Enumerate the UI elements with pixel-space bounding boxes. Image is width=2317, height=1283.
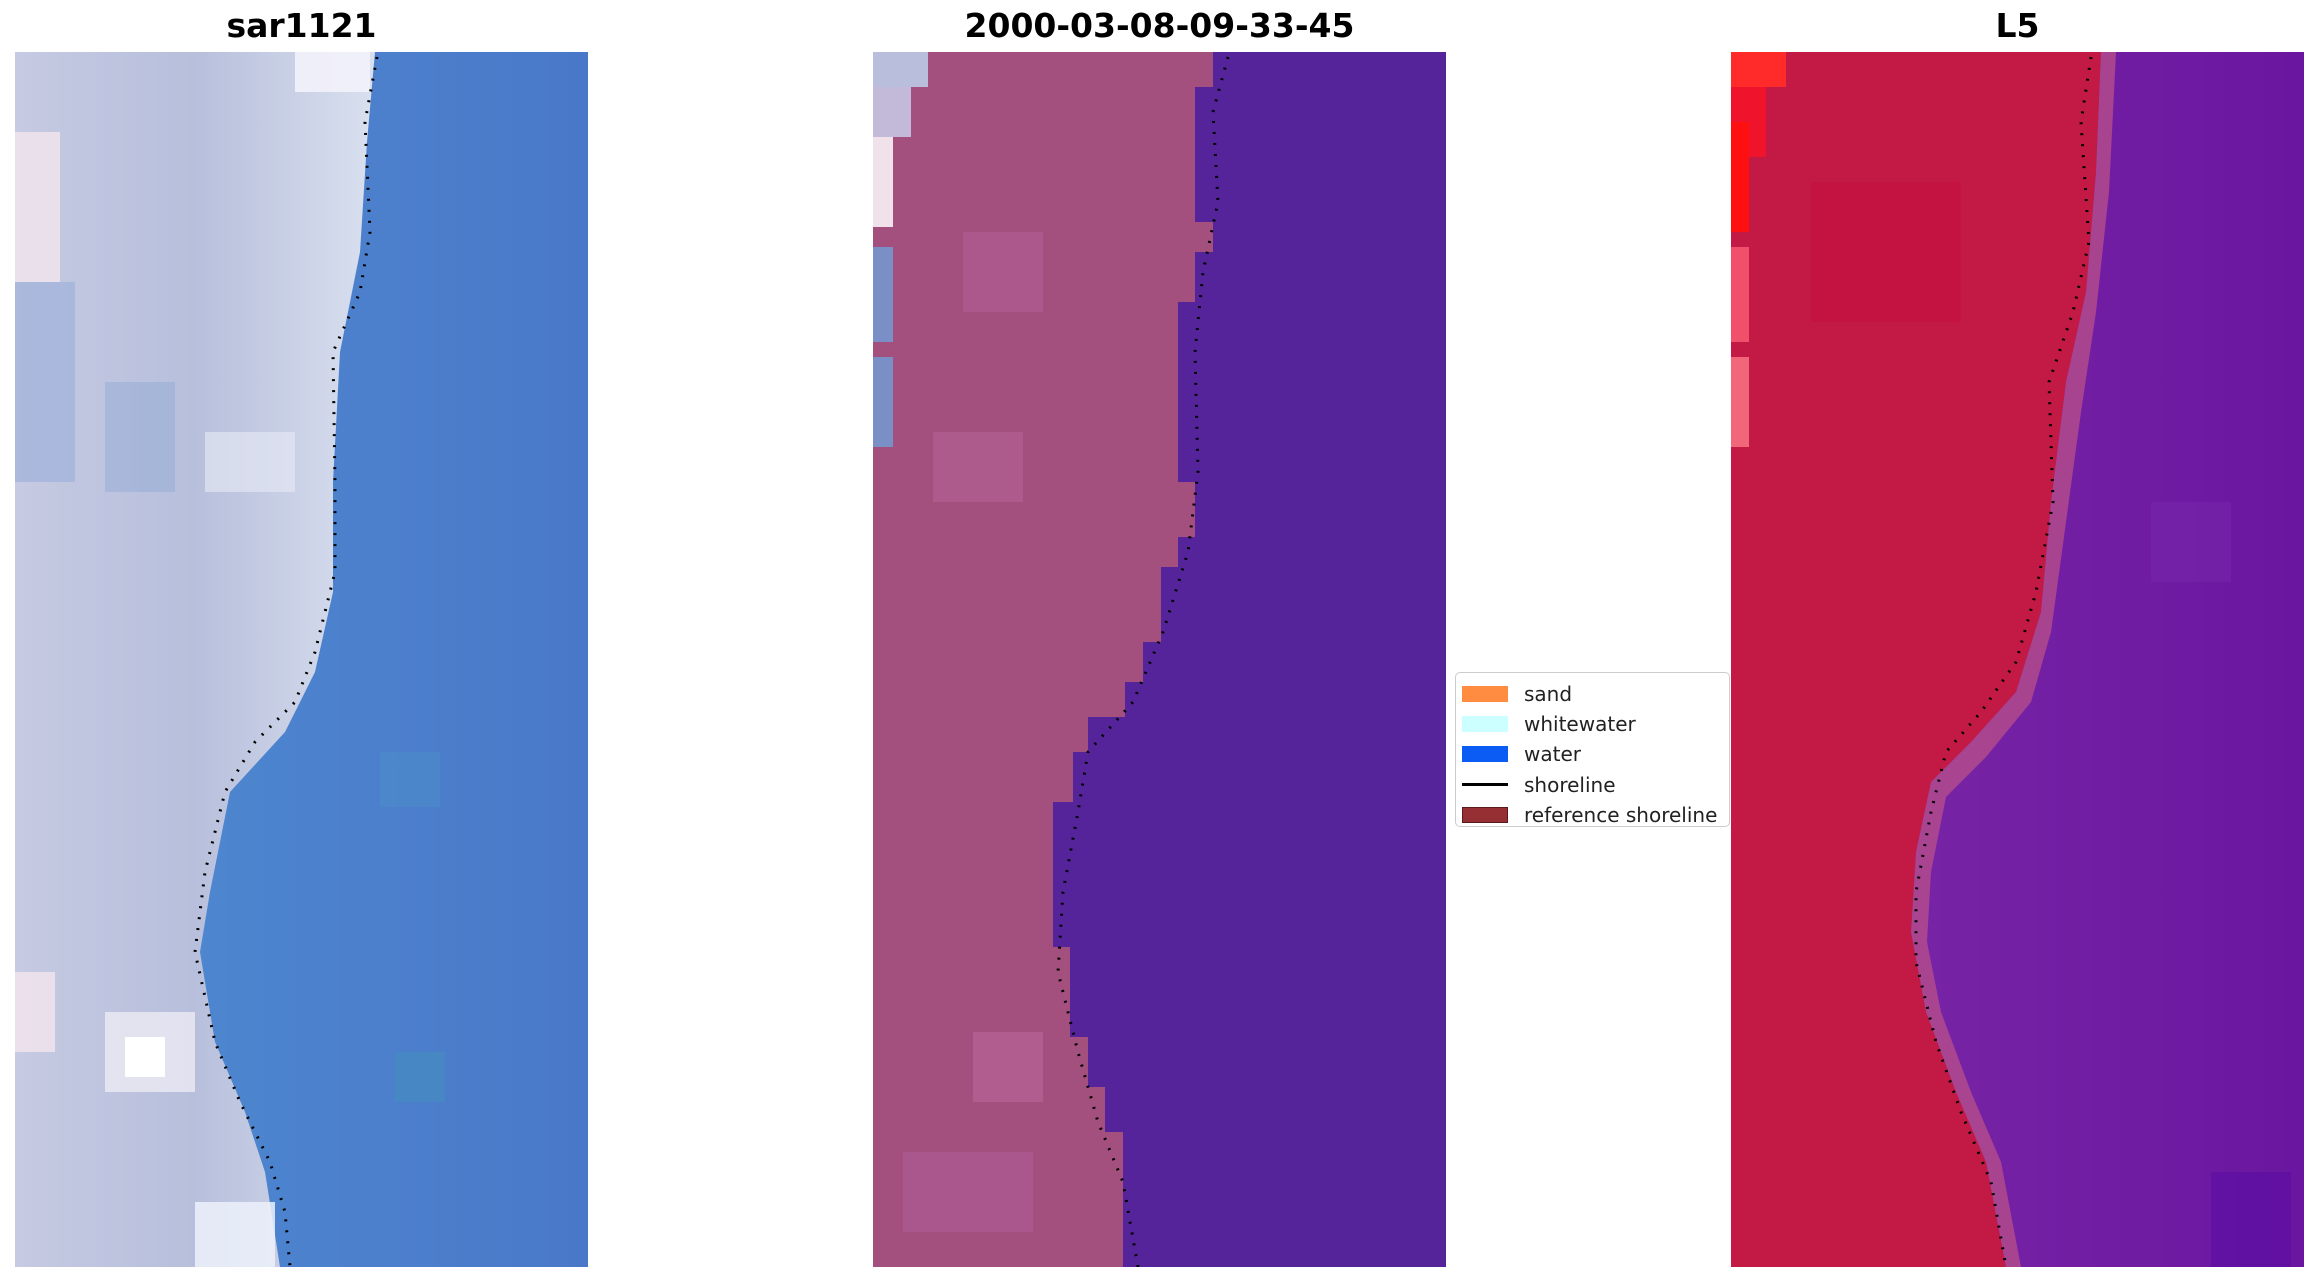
sar-image bbox=[15, 52, 588, 1267]
l5-image bbox=[1731, 52, 2304, 1267]
legend-item-reference-shoreline: reference shoreline bbox=[1462, 800, 1729, 830]
legend-label: sand bbox=[1524, 682, 1573, 707]
panel-title-date: 2000-03-08-09-33-45 bbox=[964, 6, 1355, 45]
legend-label: water bbox=[1524, 742, 1581, 767]
legend-label: shoreline bbox=[1524, 772, 1616, 797]
legend-swatch-water bbox=[1462, 746, 1508, 763]
legend: sand whitewater water shoreline referenc… bbox=[1455, 672, 1730, 827]
legend-label: whitewater bbox=[1524, 712, 1636, 737]
classified-image-panel bbox=[873, 52, 1446, 1267]
legend-item-sand: sand bbox=[1462, 679, 1729, 709]
legend-item-whitewater: whitewater bbox=[1462, 709, 1729, 739]
legend-item-water: water bbox=[1462, 739, 1729, 769]
panel-title-sar: sar1121 bbox=[226, 6, 377, 45]
legend-swatch-reference-shoreline bbox=[1462, 806, 1508, 823]
l5-image-panel bbox=[1731, 52, 2304, 1267]
legend-label: reference shoreline bbox=[1524, 802, 1718, 827]
panel-title-l5: L5 bbox=[1995, 6, 2040, 45]
legend-item-shoreline: shoreline bbox=[1462, 770, 1729, 800]
legend-line-shoreline bbox=[1462, 783, 1508, 787]
legend-swatch-whitewater bbox=[1462, 716, 1508, 733]
classified-image bbox=[873, 52, 1446, 1267]
sar-image-panel bbox=[15, 52, 588, 1267]
legend-swatch-sand bbox=[1462, 686, 1508, 703]
